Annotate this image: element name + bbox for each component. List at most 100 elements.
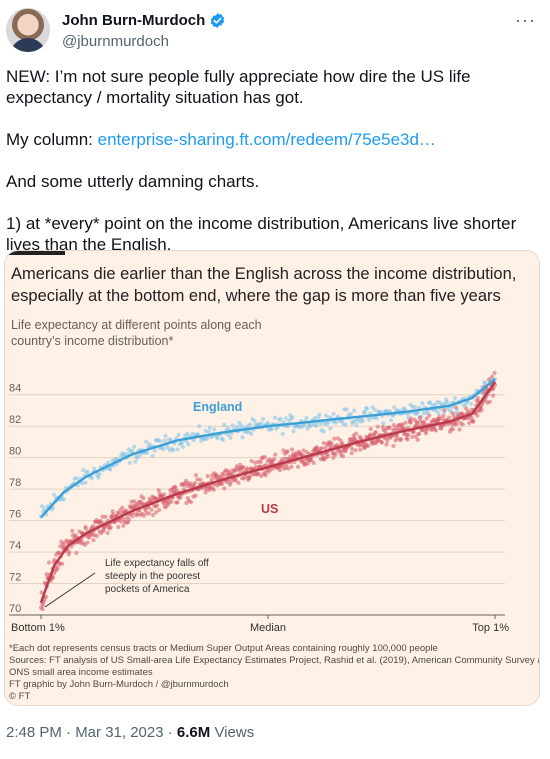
dot-us [40, 603, 46, 608]
dot-england [127, 460, 132, 465]
dot-england [158, 439, 163, 444]
dot-us [70, 528, 75, 533]
dot-us [475, 396, 480, 401]
dot-us [198, 477, 203, 482]
dot-us [289, 464, 294, 469]
dot-england [179, 440, 184, 445]
dot-us [277, 468, 282, 473]
dot-us [188, 499, 194, 505]
dot-us [469, 415, 474, 420]
author-name-row[interactable]: John Burn-Murdoch [62, 12, 226, 29]
chart-image-card[interactable]: Americans die earlier than the English a… [4, 250, 540, 706]
annotation-line-2: steeply in the poorest [105, 571, 200, 582]
dot-england [483, 381, 488, 386]
annotation-line-3: pockets of America [105, 584, 190, 595]
dot-us [454, 405, 459, 410]
author-handle[interactable]: @jburnmurdoch [62, 33, 169, 50]
dot-england [392, 405, 397, 410]
footnote-3: ONS small area income estimates [9, 667, 153, 678]
dot-us [492, 371, 497, 376]
dot-us [155, 503, 160, 508]
dot-england [161, 447, 166, 452]
dot-us [289, 447, 295, 452]
dot-us [358, 447, 363, 452]
dot-us [74, 550, 79, 556]
dot-england [321, 429, 326, 434]
dot-us [119, 519, 124, 524]
dot-us [247, 474, 252, 479]
dot-us [309, 457, 314, 463]
dot-england [348, 412, 353, 417]
dot-england [80, 481, 85, 486]
dot-us [130, 514, 135, 519]
dot-england [132, 444, 137, 449]
dot-us [95, 533, 100, 538]
tweet-header: John Burn-Murdoch @jburnmurdoch ··· [6, 8, 544, 56]
more-options-icon[interactable]: ··· [515, 10, 536, 30]
y-tick-label: 74 [9, 540, 21, 552]
dot-us [51, 575, 56, 580]
dot-us [156, 488, 161, 493]
dot-england [185, 431, 190, 437]
dot-england [163, 433, 168, 438]
dot-us [332, 436, 337, 441]
column-link[interactable]: enterprise-sharing.ft.com/redeem/75e5e3d… [97, 130, 436, 149]
dot-us [405, 437, 410, 442]
avatar[interactable] [6, 8, 50, 52]
dot-us [441, 413, 446, 418]
trend-line-us [39, 381, 496, 603]
dot-us [237, 462, 243, 467]
chart-subtitle: Life expectancy at different points alon… [11, 318, 262, 348]
dot-us [126, 517, 131, 522]
dot-us [116, 524, 121, 530]
dot-us [411, 429, 416, 435]
dot-us [415, 421, 420, 426]
dot-england [421, 410, 426, 416]
timestamp[interactable]: 2:48 PM · Mar 31, 2023 · [6, 724, 177, 741]
dot-us [427, 413, 432, 418]
dot-england [61, 497, 66, 502]
dot-england [290, 415, 295, 420]
dot-england [403, 407, 408, 412]
dot-us [417, 415, 422, 420]
tweet-meta: 2:48 PM · Mar 31, 2023 · 6.6M Views [6, 724, 254, 741]
dot-england [228, 435, 233, 440]
dot-us [353, 448, 358, 453]
dot-england [51, 492, 57, 497]
dot-us [222, 486, 227, 491]
dot-us [108, 525, 113, 530]
dot-us [281, 448, 286, 453]
dot-england [291, 429, 296, 434]
annotation-line-1: Life expectancy falls off [105, 558, 209, 569]
dot-england [362, 409, 368, 415]
dot-us [193, 473, 199, 478]
dot-us [321, 441, 326, 446]
dot-england [171, 448, 176, 453]
dot-us [387, 425, 392, 430]
dot-england [352, 408, 357, 413]
dot-england [197, 424, 202, 429]
x-axis-labels: Bottom 1% Median Top 1% [11, 615, 509, 634]
dot-us [193, 493, 198, 498]
author-name[interactable]: John Burn-Murdoch [62, 12, 206, 29]
dot-us [205, 474, 210, 479]
dot-us [475, 413, 480, 418]
dot-us [410, 434, 415, 439]
dot-england [235, 425, 240, 430]
dot-england [258, 421, 264, 426]
dot-us [467, 420, 472, 426]
dot-us [373, 430, 378, 435]
y-tick-label: 78 [9, 477, 21, 489]
dot-england [308, 423, 313, 428]
dot-us [151, 512, 156, 518]
trend-line-england [40, 378, 496, 519]
dot-us [471, 419, 476, 424]
series-label-us: US [261, 502, 278, 516]
dot-us [120, 505, 125, 510]
dot-us [349, 451, 354, 456]
dot-england [313, 415, 318, 420]
dot-us [350, 446, 355, 451]
dot-england [81, 467, 86, 473]
x-tick-label: Top 1% [472, 622, 509, 634]
dot-england [430, 402, 435, 407]
